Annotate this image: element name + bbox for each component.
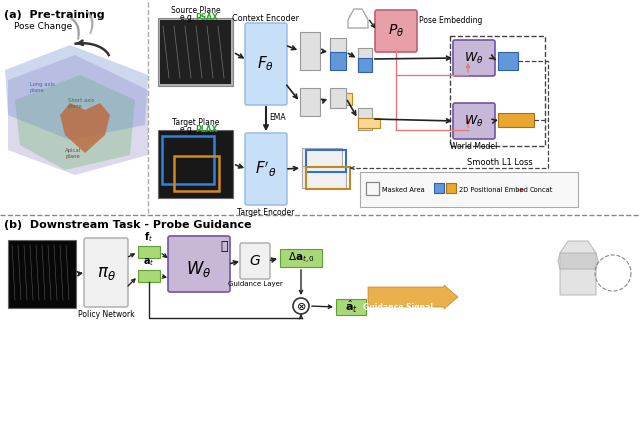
Polygon shape xyxy=(8,55,148,175)
Text: Masked Area: Masked Area xyxy=(382,187,425,193)
Text: e.g.: e.g. xyxy=(180,13,196,22)
Text: ): ) xyxy=(68,15,88,41)
Text: $F_{\theta}$: $F_{\theta}$ xyxy=(257,55,275,73)
Bar xyxy=(498,113,534,127)
Text: Short axis
plane: Short axis plane xyxy=(68,98,95,109)
Circle shape xyxy=(293,298,309,314)
Bar xyxy=(306,167,350,189)
Bar xyxy=(300,88,320,116)
Text: Pose Change: Pose Change xyxy=(14,22,72,31)
Text: $W_{\theta}$: $W_{\theta}$ xyxy=(464,51,484,65)
Text: (a)  Pre-training: (a) Pre-training xyxy=(4,10,104,20)
Text: Target Plane: Target Plane xyxy=(172,118,219,127)
Polygon shape xyxy=(15,75,135,170)
Text: Apical
plane: Apical plane xyxy=(65,148,81,159)
Text: Policy Network: Policy Network xyxy=(77,310,134,319)
Bar xyxy=(330,93,352,105)
Bar xyxy=(160,20,231,84)
Bar xyxy=(446,183,456,193)
Text: $F'_{\theta}$: $F'_{\theta}$ xyxy=(255,160,277,179)
Bar xyxy=(366,182,379,195)
Bar xyxy=(434,183,444,193)
FancyBboxPatch shape xyxy=(375,10,417,52)
FancyBboxPatch shape xyxy=(453,40,495,76)
Text: (b)  Downstream Task - Probe Guidance: (b) Downstream Task - Probe Guidance xyxy=(4,220,252,230)
Text: Concat: Concat xyxy=(530,187,554,193)
Text: Source Plane: Source Plane xyxy=(171,6,220,15)
Polygon shape xyxy=(558,253,598,269)
Bar xyxy=(302,148,342,170)
Text: 2D Positional Embed: 2D Positional Embed xyxy=(459,187,528,193)
Polygon shape xyxy=(560,241,596,295)
Bar xyxy=(138,246,160,258)
Text: Smooth L1 Loss: Smooth L1 Loss xyxy=(467,158,533,167)
FancyBboxPatch shape xyxy=(453,103,495,139)
Bar xyxy=(158,130,233,198)
Text: Long axis
plane: Long axis plane xyxy=(30,82,55,93)
Bar xyxy=(358,48,372,70)
Text: Guidance Signal: Guidance Signal xyxy=(363,303,433,313)
Text: $\pi_{\theta}$: $\pi_{\theta}$ xyxy=(97,263,115,281)
Bar xyxy=(358,108,372,130)
Text: Target Encoder: Target Encoder xyxy=(237,208,294,217)
FancyBboxPatch shape xyxy=(245,23,287,105)
Text: $\hat{\mathbf{a}}_t$: $\hat{\mathbf{a}}_t$ xyxy=(344,299,358,315)
Text: $W_{\theta}$: $W_{\theta}$ xyxy=(464,114,484,129)
Bar xyxy=(280,249,322,267)
Text: 💗: 💗 xyxy=(220,240,228,252)
Text: Context Encoder: Context Encoder xyxy=(232,14,298,23)
Bar xyxy=(8,240,76,308)
Text: $\mathbf{f}_t$: $\mathbf{f}_t$ xyxy=(145,230,154,244)
Text: EMA: EMA xyxy=(269,113,285,122)
Bar xyxy=(300,32,320,70)
Bar xyxy=(336,299,366,315)
Bar xyxy=(162,136,214,184)
Text: PSAX: PSAX xyxy=(195,13,218,22)
Text: $W_{\theta}$: $W_{\theta}$ xyxy=(186,259,212,279)
FancyBboxPatch shape xyxy=(240,243,270,279)
Bar xyxy=(450,36,545,146)
Text: $\otimes$: $\otimes$ xyxy=(296,300,306,311)
Text: World Model: World Model xyxy=(451,142,498,151)
Bar xyxy=(360,172,578,207)
Polygon shape xyxy=(5,45,148,140)
FancyArrow shape xyxy=(368,285,458,309)
Bar xyxy=(330,88,346,108)
Bar xyxy=(302,166,346,188)
Text: $G$: $G$ xyxy=(249,254,261,268)
Bar xyxy=(158,18,233,86)
FancyBboxPatch shape xyxy=(84,238,128,307)
Polygon shape xyxy=(60,103,110,153)
Text: $P_{\theta}$: $P_{\theta}$ xyxy=(388,23,404,39)
Bar xyxy=(306,150,346,172)
Text: $\mathbf{a}_t$: $\mathbf{a}_t$ xyxy=(143,256,155,268)
Text: Pose Embedding: Pose Embedding xyxy=(419,16,483,25)
FancyBboxPatch shape xyxy=(245,133,287,205)
Text: PLAX: PLAX xyxy=(195,125,218,134)
Bar xyxy=(174,156,219,191)
Bar xyxy=(330,38,346,66)
Text: ): ) xyxy=(83,9,100,35)
Text: Guidance Layer: Guidance Layer xyxy=(228,281,282,287)
Text: e.g.: e.g. xyxy=(180,125,196,134)
FancyBboxPatch shape xyxy=(168,236,230,292)
Bar xyxy=(138,270,160,282)
Bar xyxy=(330,52,346,70)
Bar xyxy=(358,58,372,72)
Text: $\Delta\mathbf{a}_{t,0}$: $\Delta\mathbf{a}_{t,0}$ xyxy=(287,250,314,265)
Bar xyxy=(498,52,518,70)
Bar xyxy=(358,118,380,128)
